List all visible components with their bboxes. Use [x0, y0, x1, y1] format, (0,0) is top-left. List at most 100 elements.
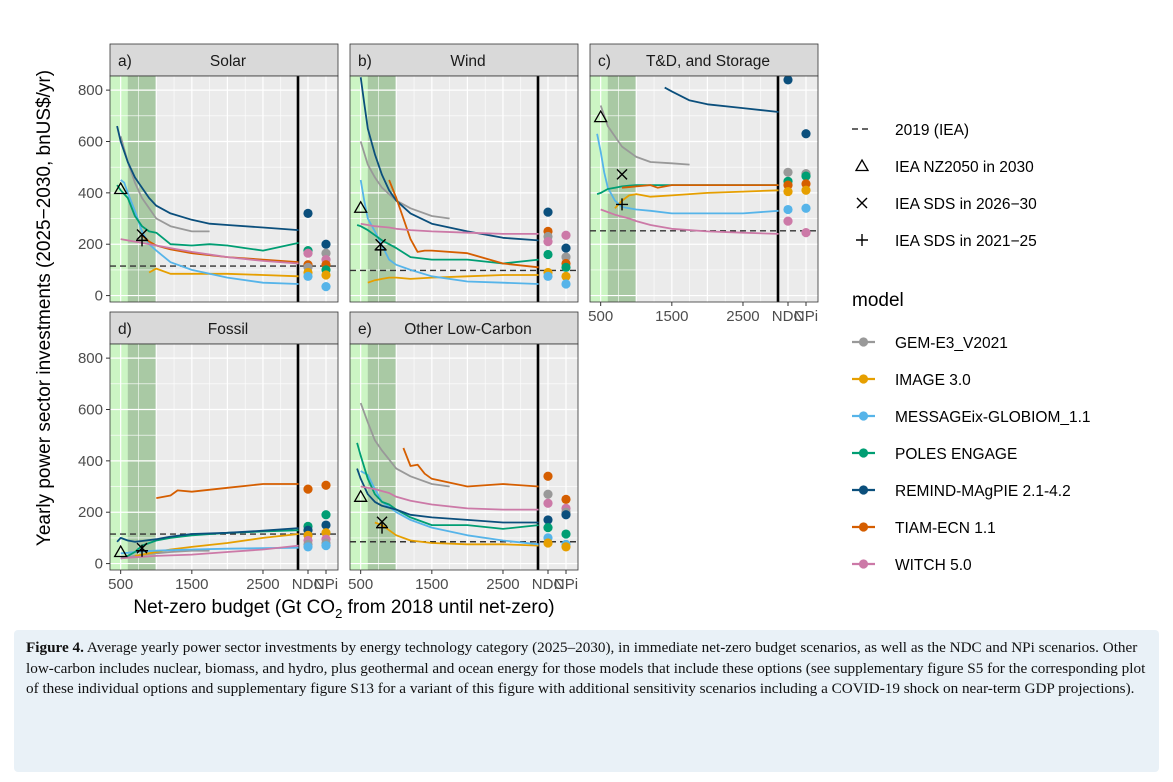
series-line-image-3-0 — [148, 267, 299, 278]
ndc-point-messageix-globiom-1-1 — [303, 271, 313, 281]
series-group — [356, 77, 571, 289]
npi-point-tiam-ecn-1-1 — [801, 179, 811, 189]
ndc-point-witch-5-0 — [543, 498, 553, 508]
ndc-point-messageix-globiom-1-1 — [303, 542, 313, 552]
x-axis-title: Net-zero budget (Gt CO2 from 2018 until … — [133, 597, 554, 621]
panel-tag: d) — [118, 321, 132, 338]
ndc-point-tiam-ecn-1-1 — [303, 484, 313, 494]
panel-wind: b) Wind — [349, 43, 579, 303]
panel-title: T&D, and Storage — [646, 53, 770, 70]
legend-key-nz2050 — [854, 158, 870, 172]
x-tick-label: 500 — [348, 576, 373, 593]
npi-point-image-3-0 — [801, 185, 811, 195]
panel-solar: a) Solar 0 200 400 600 800 — [78, 43, 339, 305]
series-group — [116, 480, 331, 560]
panel-tag: e) — [358, 321, 372, 338]
series-line-messageix-globiom-1-1 — [120, 179, 299, 285]
y-tick-label: 0 — [95, 556, 103, 573]
scenario-tick-label: NPi — [554, 576, 578, 593]
legend-dot-gem-e3-v2021 — [858, 337, 869, 347]
caption-text: Average yearly power sector investments … — [26, 639, 1146, 697]
series-line-tiam-ecn-1-1 — [402, 447, 539, 488]
x-tick-label: 1500 — [415, 576, 448, 593]
panel-strip — [109, 311, 339, 345]
x-tick-label: 500 — [108, 576, 133, 593]
x-tick-label: 2500 — [726, 308, 759, 325]
legend-title: model — [852, 290, 904, 311]
series-group — [356, 402, 571, 552]
series-line-image-3-0 — [614, 189, 779, 209]
ndc-point-poles-engage — [543, 523, 553, 533]
iea-nz2050-marker — [593, 109, 608, 123]
panel-tag: c) — [598, 53, 611, 70]
ndc-point-remind-magpie-2-1-4-2 — [303, 208, 313, 218]
budget-band-dark — [127, 344, 157, 570]
scenario-tick-label: NPi — [314, 576, 338, 593]
legend-label-iea-nz2050-in-2030: IEA NZ2050 in 2030 — [895, 159, 1034, 176]
npi-point-remind-magpie-2-1-4-2 — [321, 239, 331, 249]
iea-sds-2021-25-marker — [376, 521, 389, 534]
npi-point-poles-engage — [801, 171, 811, 181]
npi-point-poles-engage — [561, 262, 571, 272]
series-line-messageix-globiom-1-1 — [360, 470, 539, 546]
y-tick-label: 400 — [78, 453, 103, 470]
x-tick-label: 1500 — [655, 308, 688, 325]
ndc-point-poles-engage — [543, 249, 553, 260]
series-line-remind-magpie-2-1-4-2 — [356, 468, 539, 524]
panel-tag: a) — [118, 53, 132, 70]
ndc-point-image-3-0 — [783, 186, 793, 197]
legend-label-gem-e3-v2021: GEM-E3_V2021 — [895, 335, 1008, 352]
series-line-image-3-0 — [134, 533, 299, 557]
y-tick-label: 800 — [78, 350, 103, 367]
iea-nz2050-marker — [353, 200, 368, 213]
legend: 2019 (IEA) IEA NZ2050 in 2030 IEA SDS in 2… — [852, 122, 1091, 574]
ndc-point-image-3-0 — [543, 538, 553, 548]
npi-point-image-3-0 — [561, 542, 571, 552]
panel-tag: b) — [358, 53, 372, 70]
y-tick-label: 0 — [95, 288, 103, 305]
series-line-image-3-0 — [367, 274, 539, 284]
npi-point-poles-engage — [321, 510, 331, 520]
ndc-point-gem-e3-v2021 — [543, 489, 553, 499]
npi-point-image-3-0 — [321, 270, 331, 280]
series-line-tiam-ecn-1-1 — [621, 184, 779, 189]
series-line-messageix-globiom-1-1 — [596, 133, 779, 215]
x-tick-label: 1500 — [175, 576, 208, 593]
series-line-gem-e3-v2021 — [599, 105, 690, 166]
scenario-tick-label: NDC — [532, 576, 565, 593]
y-axis-title: Yearly power sector investments (2025−20… — [34, 70, 55, 546]
npi-point-remind-magpie-2-1-4-2 — [801, 129, 811, 139]
iea-sds-2021-25-marker — [616, 198, 629, 211]
series-line-tiam-ecn-1-1 — [141, 234, 299, 264]
budget-band-dark — [367, 76, 397, 302]
caption-box: Figure 4. Average yearly power sector in… — [14, 630, 1159, 772]
npi-point-messageix-globiom-1-1 — [321, 281, 331, 292]
panel-border — [109, 343, 339, 571]
npi-point-remind-magpie-2-1-4-2 — [561, 243, 571, 253]
legend-label-messageix-globiom-1-1: MESSAGEix-GLOBIOM_1.1 — [895, 409, 1091, 426]
series-line-witch-5-0 — [360, 485, 539, 511]
npi-point-image-3-0 — [321, 528, 331, 538]
npi-point-witch-5-0 — [561, 230, 571, 240]
series-line-remind-magpie-2-1-4-2 — [116, 125, 299, 231]
series-line-messageix-globiom-1-1 — [359, 179, 539, 285]
legend-key-sds-2021-25 — [856, 234, 868, 246]
npi-point-gem-e3-v2021 — [561, 252, 571, 262]
scenario-tick-label: NPi — [794, 308, 818, 325]
caption-label: Figure 4. — [26, 639, 84, 656]
legend-label-iea-sds-in-2021-25: IEA SDS in 2021−25 — [895, 233, 1037, 250]
series-line-poles-engage — [356, 442, 539, 530]
legend-dot-remind-magpie-2-1-4-2 — [858, 485, 869, 495]
npi-point-witch-5-0 — [801, 228, 811, 238]
legend-label-poles-engage: POLES ENGAGE — [895, 446, 1017, 463]
y-tick-label: 800 — [78, 82, 103, 99]
series-line-remind-magpie-2-1-4-2 — [116, 527, 299, 543]
scenario-tick-label: NDC — [292, 576, 325, 593]
iea-sds-2021-25-marker — [136, 544, 149, 557]
ndc-point-witch-5-0 — [303, 248, 313, 258]
series-line-tiam-ecn-1-1 — [156, 483, 299, 499]
series-group — [116, 125, 331, 292]
